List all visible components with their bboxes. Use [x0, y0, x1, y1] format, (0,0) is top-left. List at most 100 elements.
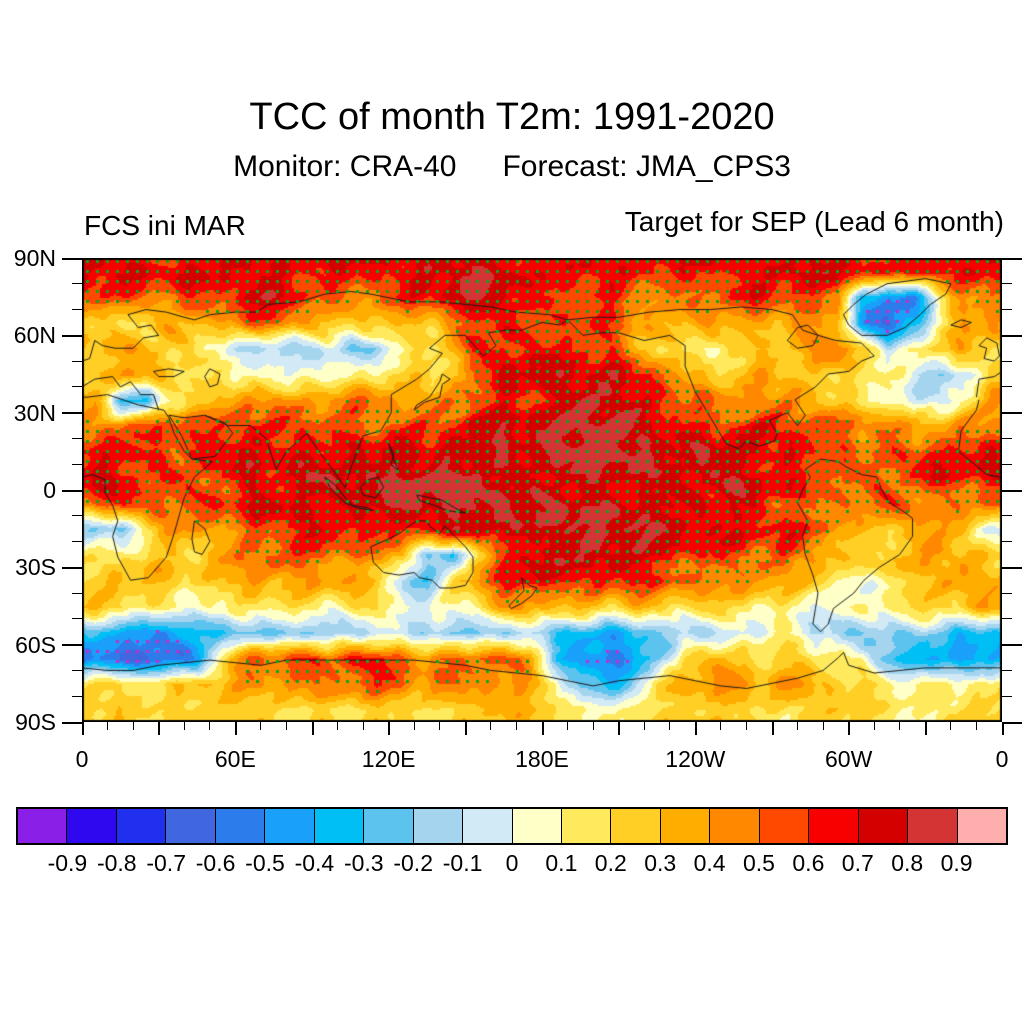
y-axis-tick-right — [1002, 257, 1022, 260]
colorbar-tick-label: -0.3 — [343, 850, 384, 876]
x-axis-tick — [158, 722, 161, 735]
x-axis-tick — [439, 722, 441, 730]
y-axis-tick-left — [62, 412, 82, 415]
y-axis-label: 60N — [13, 322, 56, 349]
y-axis-tick-right — [1002, 309, 1012, 311]
x-axis-tick — [567, 722, 569, 730]
y-axis-tick-left — [72, 669, 82, 671]
x-axis-tick — [81, 722, 84, 735]
x-axis-tick — [183, 722, 185, 730]
y-axis-tick-left — [62, 489, 82, 492]
colorbar-tick-label: -0.1 — [442, 850, 483, 876]
y-axis-tick-left — [62, 644, 82, 647]
colorbar-cell — [413, 809, 464, 843]
x-axis-tick — [950, 722, 952, 730]
y-axis-tick-left — [72, 386, 82, 388]
x-axis-tick — [234, 722, 237, 735]
y-axis-tick-right — [1002, 566, 1022, 569]
colorbar-tick-label: 0.3 — [644, 850, 677, 876]
x-axis-tick — [899, 722, 901, 730]
x-axis-tick — [694, 722, 697, 735]
x-axis-tick — [822, 722, 824, 730]
x-axis-label: 0 — [995, 746, 1009, 772]
y-axis-tick-left — [72, 309, 82, 311]
x-axis-tick — [209, 722, 211, 730]
y-axis-tick-left — [62, 566, 82, 569]
y-axis-tick-right — [1002, 644, 1022, 647]
y-axis-label: 90S — [15, 709, 56, 735]
y-axis-tick-right — [1002, 669, 1012, 671]
colorbar-cell — [215, 809, 266, 843]
figure-title: TCC of month T2m: 1991-2020 — [249, 96, 775, 138]
colorbar-cell — [512, 809, 562, 843]
y-axis-tick-right — [1002, 592, 1012, 594]
y-axis-tick-right — [1002, 283, 1012, 285]
x-axis-tick — [592, 722, 594, 730]
x-axis-tick — [132, 722, 134, 730]
y-axis-tick-right — [1002, 618, 1012, 620]
colorbar-tick-label: 0 — [505, 850, 519, 876]
colorbar-cell — [314, 809, 365, 843]
x-axis-label: 120W — [665, 746, 726, 772]
init-month-label: FCS ini MAR — [84, 210, 246, 241]
y-axis-tick-right — [1002, 360, 1012, 362]
colorbar-tick-label: 0.9 — [940, 850, 973, 876]
y-axis-tick-right — [1002, 541, 1012, 543]
x-axis-label: 180E — [515, 746, 569, 772]
x-axis-tick — [541, 722, 544, 735]
y-axis-tick-left — [72, 695, 82, 697]
colorbar-tick-label: -0.5 — [245, 850, 285, 876]
y-axis-tick-right — [1002, 437, 1012, 439]
colorbar-tick-label: -0.7 — [146, 850, 186, 876]
x-axis-tick — [618, 722, 621, 735]
x-axis-tick — [643, 722, 645, 730]
x-axis-tick — [362, 722, 364, 730]
colorbar-cell — [364, 809, 414, 843]
y-axis-label: 60S — [15, 631, 56, 658]
colorbar-cell — [265, 809, 315, 843]
y-axis-tick-right — [1002, 515, 1012, 517]
colorbar-cell — [611, 809, 661, 843]
colorbar-tick-label: 0.1 — [545, 850, 578, 876]
target-month-label: Target for SEP (Lead 6 month) — [624, 206, 1004, 237]
colorbar-tick-label: -0.6 — [195, 850, 236, 876]
y-axis-tick-right — [1002, 695, 1012, 697]
x-axis-tick — [515, 722, 517, 730]
x-axis-tick — [311, 722, 314, 735]
y-axis-tick-left — [62, 721, 82, 724]
y-axis-tick-left — [72, 515, 82, 517]
x-axis-tick — [924, 722, 927, 735]
y-axis-tick-left — [72, 541, 82, 543]
x-axis-tick — [720, 722, 722, 730]
y-axis-tick-left — [62, 257, 82, 260]
x-axis-tick — [873, 722, 875, 730]
colorbar-cell — [660, 809, 711, 843]
x-axis-label: 120E — [361, 746, 416, 772]
colorbar-cell — [759, 809, 810, 843]
colorbar-cell — [67, 809, 117, 843]
x-axis-tick — [464, 722, 467, 735]
figure-subtitle: Monitor: CRA-40 Forecast: JMA_CPS3 — [0, 150, 1024, 184]
x-axis-tick — [975, 722, 977, 730]
colorbar-cell — [957, 809, 1007, 843]
colorbar-tick-label: 0.6 — [792, 850, 825, 876]
colorbar-tick-label: 0.7 — [841, 850, 874, 876]
x-axis-tick — [669, 722, 671, 730]
colorbar-tick-label: -0.4 — [294, 850, 335, 876]
colorbar-tick-label: -0.2 — [393, 850, 433, 876]
colorbar-cell — [809, 809, 859, 843]
x-axis-tick — [771, 722, 774, 735]
y-axis-tick-left — [72, 360, 82, 362]
x-axis-label: 0 — [75, 746, 89, 772]
y-axis-tick-right — [1002, 334, 1022, 337]
colorbar-cell — [858, 809, 909, 843]
colorbar-cell — [463, 809, 513, 843]
x-axis-label: 60W — [825, 746, 873, 772]
y-axis-label: 30S — [15, 554, 56, 581]
x-axis-tick — [337, 722, 339, 730]
y-axis-tick-right — [1002, 489, 1022, 492]
colorbar-cell — [166, 809, 216, 843]
map-area: 0 60E 120E 180E 120W 60W 0 90N 60N 30N 0 30S 60S 90S — [14, 245, 1022, 772]
x-axis-tick — [260, 722, 262, 730]
